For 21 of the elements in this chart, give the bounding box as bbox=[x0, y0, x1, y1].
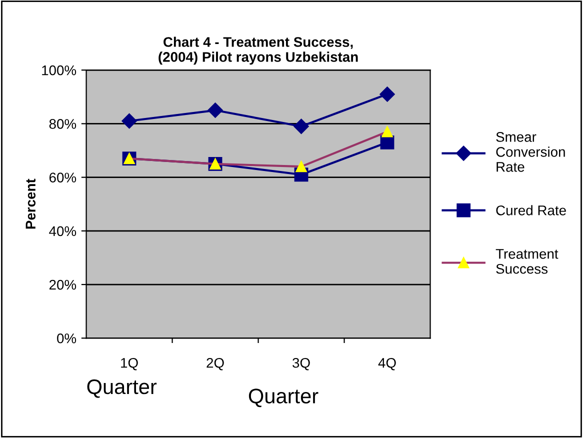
y-tick-label: 100% bbox=[42, 65, 76, 76]
legend-label: Smear Conversion Rate bbox=[496, 132, 565, 172]
point bbox=[380, 86, 395, 102]
x-tick-label: 2Q bbox=[206, 358, 224, 370]
x-tick-label: 1Q bbox=[121, 358, 138, 370]
point bbox=[208, 102, 223, 118]
point bbox=[294, 118, 309, 134]
y-tick-label: 20% bbox=[49, 280, 76, 290]
y-tick-label: 40% bbox=[49, 226, 76, 236]
y-tick-label: 60% bbox=[49, 172, 76, 182]
legend-label: Treatment Success bbox=[496, 249, 558, 274]
y-tick-label: 0% bbox=[57, 333, 76, 344]
chart-title: Chart 4 - Treatment Success, (2004) Pilot rayons Uzbekistan bbox=[158, 36, 358, 65]
x-axis-title: Quarter bbox=[87, 379, 157, 398]
y-tick-label: 80% bbox=[49, 119, 76, 129]
legend-label: Cured Rate bbox=[496, 205, 566, 216]
x-tick-label: 4Q bbox=[378, 358, 396, 370]
point bbox=[122, 113, 137, 129]
y-axis-title: Percent bbox=[26, 178, 36, 229]
text: Quarter bbox=[248, 388, 318, 408]
x-tick-label: 3Q bbox=[292, 358, 310, 370]
